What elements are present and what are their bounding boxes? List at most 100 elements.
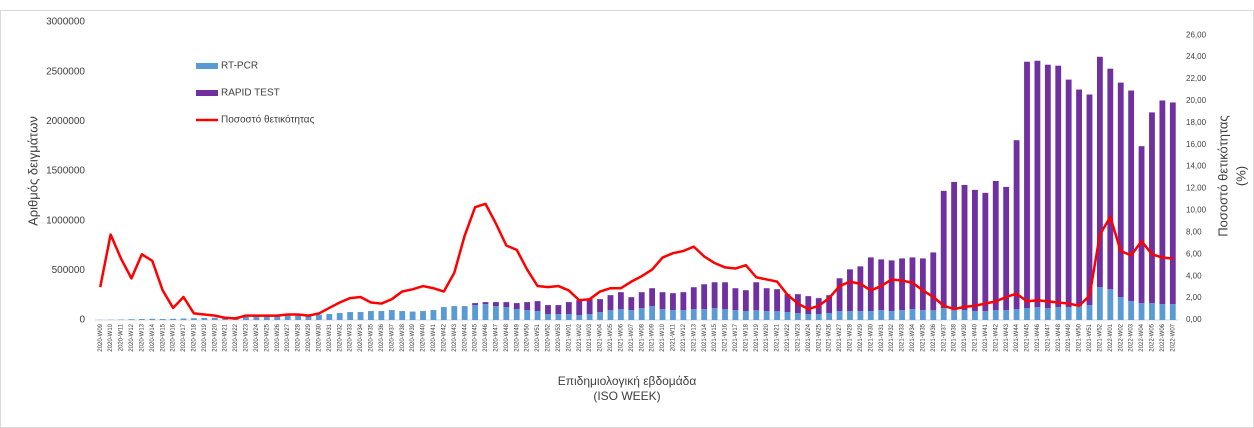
- bar: [461, 306, 468, 320]
- bar: [555, 314, 562, 320]
- x-tick-label: 2021-W28: [848, 323, 854, 351]
- bar: [1034, 60, 1041, 308]
- legend-label: RAPID TEST: [221, 88, 280, 99]
- bar: [794, 313, 801, 320]
- x-tick-label: 2020-W33: [348, 323, 354, 351]
- line-series: [98, 202, 1173, 320]
- x-tick-label: 2021-W48: [1056, 323, 1062, 351]
- bar: [649, 288, 656, 307]
- x-tick-label: 2021-W43: [1004, 323, 1010, 351]
- x-tick-label: 2022-W02: [1118, 323, 1124, 351]
- bar: [1003, 186, 1010, 311]
- bar: [826, 313, 833, 320]
- y2-tick-label: 18,00: [1186, 118, 1207, 127]
- bar: [1034, 307, 1041, 320]
- y2-axis-label: (%): [1233, 166, 1248, 186]
- x-tick-label: 2020-W15: [160, 323, 166, 351]
- x-tick-label: 2021-W11: [671, 323, 677, 351]
- x-tick-label: 2021-W47: [1045, 323, 1051, 351]
- bar: [1024, 308, 1030, 320]
- x-tick-label: 2020-W41: [431, 323, 437, 351]
- bar: [638, 308, 645, 320]
- bar: [357, 312, 364, 320]
- chart-frame: [0, 10, 1254, 428]
- legend-swatch: [196, 63, 218, 69]
- bar: [992, 180, 999, 311]
- x-tick-label: 2020-W46: [483, 323, 489, 351]
- x-tick-label: 2021-W27: [837, 323, 843, 351]
- bar: [201, 318, 208, 320]
- bar: [388, 310, 395, 320]
- bar: [836, 278, 843, 312]
- bar: [482, 304, 489, 320]
- x-tick-label: 2020-W16: [171, 323, 177, 351]
- bar: [617, 309, 624, 320]
- x-tick-label: 2021-W37: [941, 323, 947, 351]
- bar: [565, 314, 572, 320]
- x-tick-label: 2020-W27: [285, 323, 291, 351]
- x-tick-label: 2021-W42: [993, 323, 999, 351]
- bar: [1096, 287, 1103, 320]
- bar: [1128, 90, 1135, 302]
- bar: [1169, 304, 1176, 320]
- x-tick-label: 2021-W36: [931, 323, 937, 351]
- x-tick-label: 2020-W47: [493, 323, 499, 351]
- x-tick-label: 2021-W45: [1025, 323, 1031, 351]
- bar: [149, 318, 156, 320]
- bar: [649, 306, 656, 320]
- bar: [763, 288, 770, 312]
- x-tick-label: 2020-W44: [462, 323, 468, 351]
- bar: [919, 310, 926, 320]
- bar: [847, 269, 853, 312]
- x-tick-label: 2022-W07: [1170, 323, 1176, 351]
- x-tick-label: 2022-W03: [1129, 323, 1135, 351]
- bar: [1117, 297, 1124, 320]
- x-tick-label: 2021-W06: [618, 323, 624, 351]
- x-tick-label: 2020-W13: [139, 323, 145, 351]
- x-tick-label: 2021-W52: [1097, 323, 1103, 351]
- y2-tick-label: 0,00: [1186, 315, 1202, 324]
- bar: [493, 302, 499, 307]
- bar: [919, 258, 926, 311]
- x-tick-label: 2021-W24: [806, 323, 812, 351]
- bar: [867, 257, 874, 312]
- bar: [638, 292, 645, 309]
- x-tick-label: 2021-W08: [639, 323, 645, 351]
- x-tick-label: 2020-W35: [369, 323, 375, 351]
- bar: [138, 319, 145, 320]
- bar: [680, 292, 687, 311]
- x-tick-label: 2020-W30: [316, 323, 322, 351]
- bar: [774, 289, 780, 312]
- bar: [899, 258, 905, 311]
- x-tick-label: 2021-W29: [858, 323, 864, 351]
- bar: [951, 181, 958, 310]
- bar: [347, 312, 354, 320]
- y2-tick-label: 22,00: [1186, 74, 1207, 83]
- bar: [784, 312, 791, 320]
- bar: [670, 293, 676, 311]
- bar: [1076, 306, 1082, 320]
- bar: [222, 318, 229, 320]
- y2-tick-label: 12,00: [1186, 184, 1207, 193]
- x-tick-label: 2021-W13: [691, 323, 697, 351]
- bar: [1076, 89, 1082, 307]
- y-axis-label: Αριθμός δειγμάτων: [25, 116, 40, 226]
- bar: [1149, 112, 1155, 304]
- x-tick-label: 2022-W05: [1150, 323, 1156, 351]
- x-tick-label: 2020-W18: [192, 323, 198, 351]
- y2-axis-label: Ποσοστό θετικότητας: [1215, 115, 1230, 236]
- bar: [576, 315, 583, 320]
- x-tick-label: 2021-W01: [566, 323, 572, 351]
- bar: [878, 310, 885, 320]
- x-tick-label: 2020-W34: [358, 323, 364, 351]
- bar: [503, 302, 510, 308]
- bar: [930, 252, 937, 311]
- bar: [982, 311, 989, 320]
- bar: [597, 299, 603, 313]
- x-tick-label: 2021-W46: [1035, 323, 1041, 351]
- y2-tick-label: 4,00: [1186, 271, 1202, 280]
- x-tick-label: 2021-W10: [660, 323, 666, 351]
- legend-label: Ποσοστό θετικότητας: [221, 114, 315, 126]
- bar: [378, 311, 385, 320]
- bar: [805, 314, 812, 320]
